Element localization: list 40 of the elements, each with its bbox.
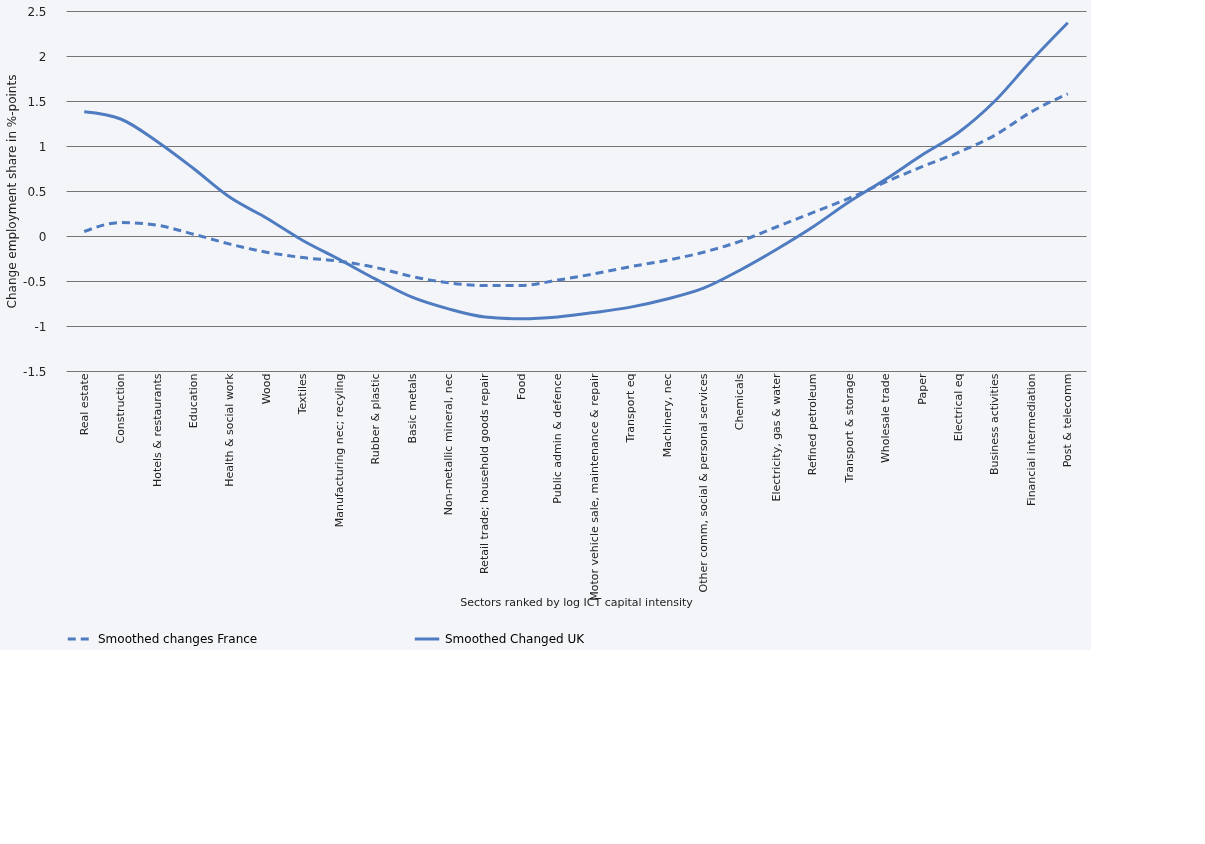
x-tick-label: Education: [187, 373, 200, 429]
y-tick-label: 2: [38, 49, 47, 64]
x-tick-label: Post & telecomm: [1061, 373, 1075, 468]
x-tick-label: Hotels & restaurants: [150, 373, 164, 488]
y-tick-label: 1.5: [27, 94, 47, 109]
x-tick-label: Machinery, nec: [660, 373, 674, 458]
x-tick-label: Retail trade; household goods repair: [478, 373, 492, 575]
x-tick-label: Wood: [259, 373, 273, 405]
y-tick-label: 0.5: [27, 184, 47, 199]
x-tick-label: Chemicals: [733, 373, 747, 431]
x-tick-label: Manufacturing nec; recyling: [332, 373, 346, 528]
y-tick-label: 2.5: [27, 4, 47, 19]
legend-label: Smoothed Changed UK: [445, 632, 586, 646]
x-tick-label: Construction: [114, 373, 128, 444]
y-tick-label: -1.5: [23, 364, 47, 379]
x-tick-label: Textiles: [296, 373, 310, 416]
x-tick-label: Wholesale trade: [879, 373, 893, 464]
x-tick-label: Other comm, social & personal services: [697, 373, 710, 593]
x-tick-label: Financial intermediation: [1024, 373, 1038, 506]
x-tick-label: Real estate: [77, 373, 91, 436]
x-tick-label: Transport & storage: [842, 373, 856, 484]
x-tick-label: Refined petroleum: [806, 373, 820, 476]
x-tick-label: Public admin & defence: [551, 373, 565, 504]
x-tick-label: Paper: [915, 373, 929, 405]
x-tick-label: Electricity, gas & water: [769, 373, 783, 502]
y-tick-label: 1: [38, 139, 47, 154]
y-tick-label: 0: [38, 229, 47, 244]
x-tick-label: Transport eq: [624, 373, 638, 444]
x-tick-label: Rubber & plastic: [369, 373, 383, 465]
x-tick-label: Electrical eq: [952, 373, 965, 442]
x-tick-label: Food: [514, 373, 528, 400]
y-axis-title: Change employment share in %-points: [5, 74, 20, 309]
y-tick-label: -0.5: [23, 274, 47, 289]
legend-label: Smoothed changes France: [98, 632, 258, 646]
x-tick-label: Basic metals: [405, 373, 419, 444]
x-tick-label: Non-metallic mineral, nec: [442, 373, 455, 516]
line-series: [82, 21, 1070, 321]
x-tick-label: Health & social work: [223, 372, 237, 487]
y-tick-label: -1: [34, 319, 47, 334]
x-tick-label: Business activities: [988, 373, 1002, 476]
